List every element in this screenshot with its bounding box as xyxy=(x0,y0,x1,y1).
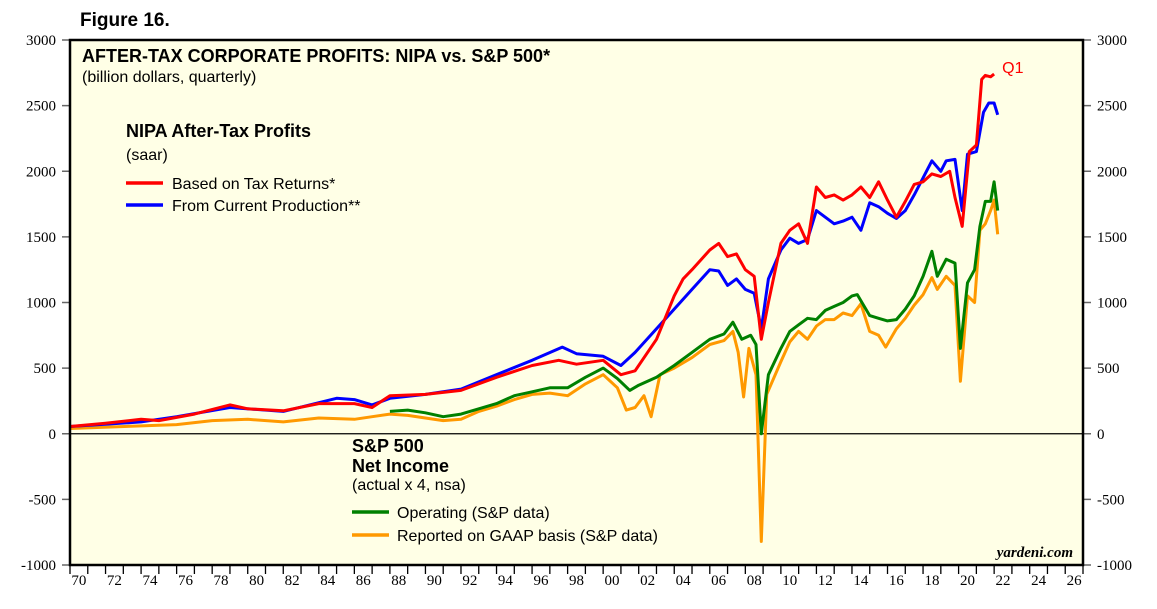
x-tick-label: 22 xyxy=(996,573,1011,589)
x-tick-label: 02 xyxy=(640,573,655,589)
x-tick-label: 14 xyxy=(853,573,869,589)
figure-label: Figure 16. xyxy=(80,10,170,31)
x-tick-label: 26 xyxy=(1067,573,1083,589)
y-tick-label-right: 2500 xyxy=(1097,99,1127,115)
x-tick-label: 98 xyxy=(569,573,584,589)
legend-label-tax-returns: Based on Tax Returns* xyxy=(172,176,335,193)
x-tick-label: 76 xyxy=(178,573,194,589)
y-tick-label-left: 0 xyxy=(49,427,57,443)
y-tick-label-right: 1500 xyxy=(1097,230,1127,246)
y-tick-label-left: 500 xyxy=(34,361,57,377)
x-tick-label: 06 xyxy=(711,573,727,589)
series-line-operating xyxy=(389,180,1000,436)
y-tick-label-right: 2000 xyxy=(1097,164,1127,180)
series-line-gaap xyxy=(69,198,1000,543)
y-tick-label-right: -1000 xyxy=(1097,558,1132,574)
x-tick-label: 24 xyxy=(1031,573,1047,589)
watermark: yardeni.com xyxy=(995,545,1073,561)
x-tick-label: 70 xyxy=(71,573,86,589)
x-tick-label: 16 xyxy=(889,573,905,589)
x-tick-label: 84 xyxy=(320,573,336,589)
legend-label-current-production: From Current Production** xyxy=(172,198,361,215)
y-tick-label-left: 3000 xyxy=(26,33,56,49)
x-tick-label: 82 xyxy=(285,573,300,589)
legend-note-nipa: (saar) xyxy=(126,147,168,164)
x-tick-label: 86 xyxy=(356,573,372,589)
x-tick-label: 94 xyxy=(498,573,514,589)
annotation-q1: Q1 xyxy=(1002,60,1023,77)
x-tick-label: 12 xyxy=(818,573,833,589)
y-tick-label-right: 1000 xyxy=(1097,296,1127,312)
y-tick-label-left: -1000 xyxy=(21,558,56,574)
x-tick-label: 00 xyxy=(605,573,620,589)
x-tick-label: 18 xyxy=(924,573,939,589)
x-tick-label: 08 xyxy=(747,573,762,589)
legend-heading-nipa: NIPA After-Tax Profits xyxy=(126,121,311,141)
x-tick-label: 10 xyxy=(782,573,797,589)
x-tick-label: 72 xyxy=(107,573,122,589)
y-tick-label-left: 1000 xyxy=(26,296,56,312)
legend-label-gaap: Reported on GAAP basis (S&P data) xyxy=(397,528,658,545)
y-tick-label-left: -500 xyxy=(29,492,57,508)
x-tick-label: 74 xyxy=(142,573,158,589)
y-tick-label-right: 0 xyxy=(1097,427,1105,443)
y-tick-label-left: 1500 xyxy=(26,230,56,246)
x-tick-label: 20 xyxy=(960,573,975,589)
y-tick-label-left: 2000 xyxy=(26,164,56,180)
y-tick-label-right: 3000 xyxy=(1097,33,1127,49)
plot-area xyxy=(70,40,1083,565)
chart-subtitle: (billion dollars, quarterly) xyxy=(82,69,256,86)
x-tick-label: 92 xyxy=(462,573,477,589)
y-tick-label-right: 500 xyxy=(1097,361,1120,377)
x-tick-label: 88 xyxy=(391,573,406,589)
x-tick-label: 96 xyxy=(533,573,549,589)
y-tick-label-right: -500 xyxy=(1097,492,1125,508)
x-tick-label: 78 xyxy=(214,573,229,589)
plot-border xyxy=(68,38,1085,567)
legend-note-sp500: (actual x 4, nsa) xyxy=(352,477,466,494)
x-tick-label: 80 xyxy=(249,573,264,589)
legend-label-operating: Operating (S&P data) xyxy=(397,505,550,522)
x-tick-label: 90 xyxy=(427,573,442,589)
series-line-tax-returns xyxy=(69,72,996,428)
y-tick-label-left: 2500 xyxy=(26,99,56,115)
x-tick-label: 04 xyxy=(676,573,692,589)
chart-title: AFTER-TAX CORPORATE PROFITS: NIPA vs. S&… xyxy=(82,46,550,66)
legend-heading-net-income: Net Income xyxy=(352,456,449,476)
legend-heading-sp500: S&P 500 xyxy=(352,436,424,456)
